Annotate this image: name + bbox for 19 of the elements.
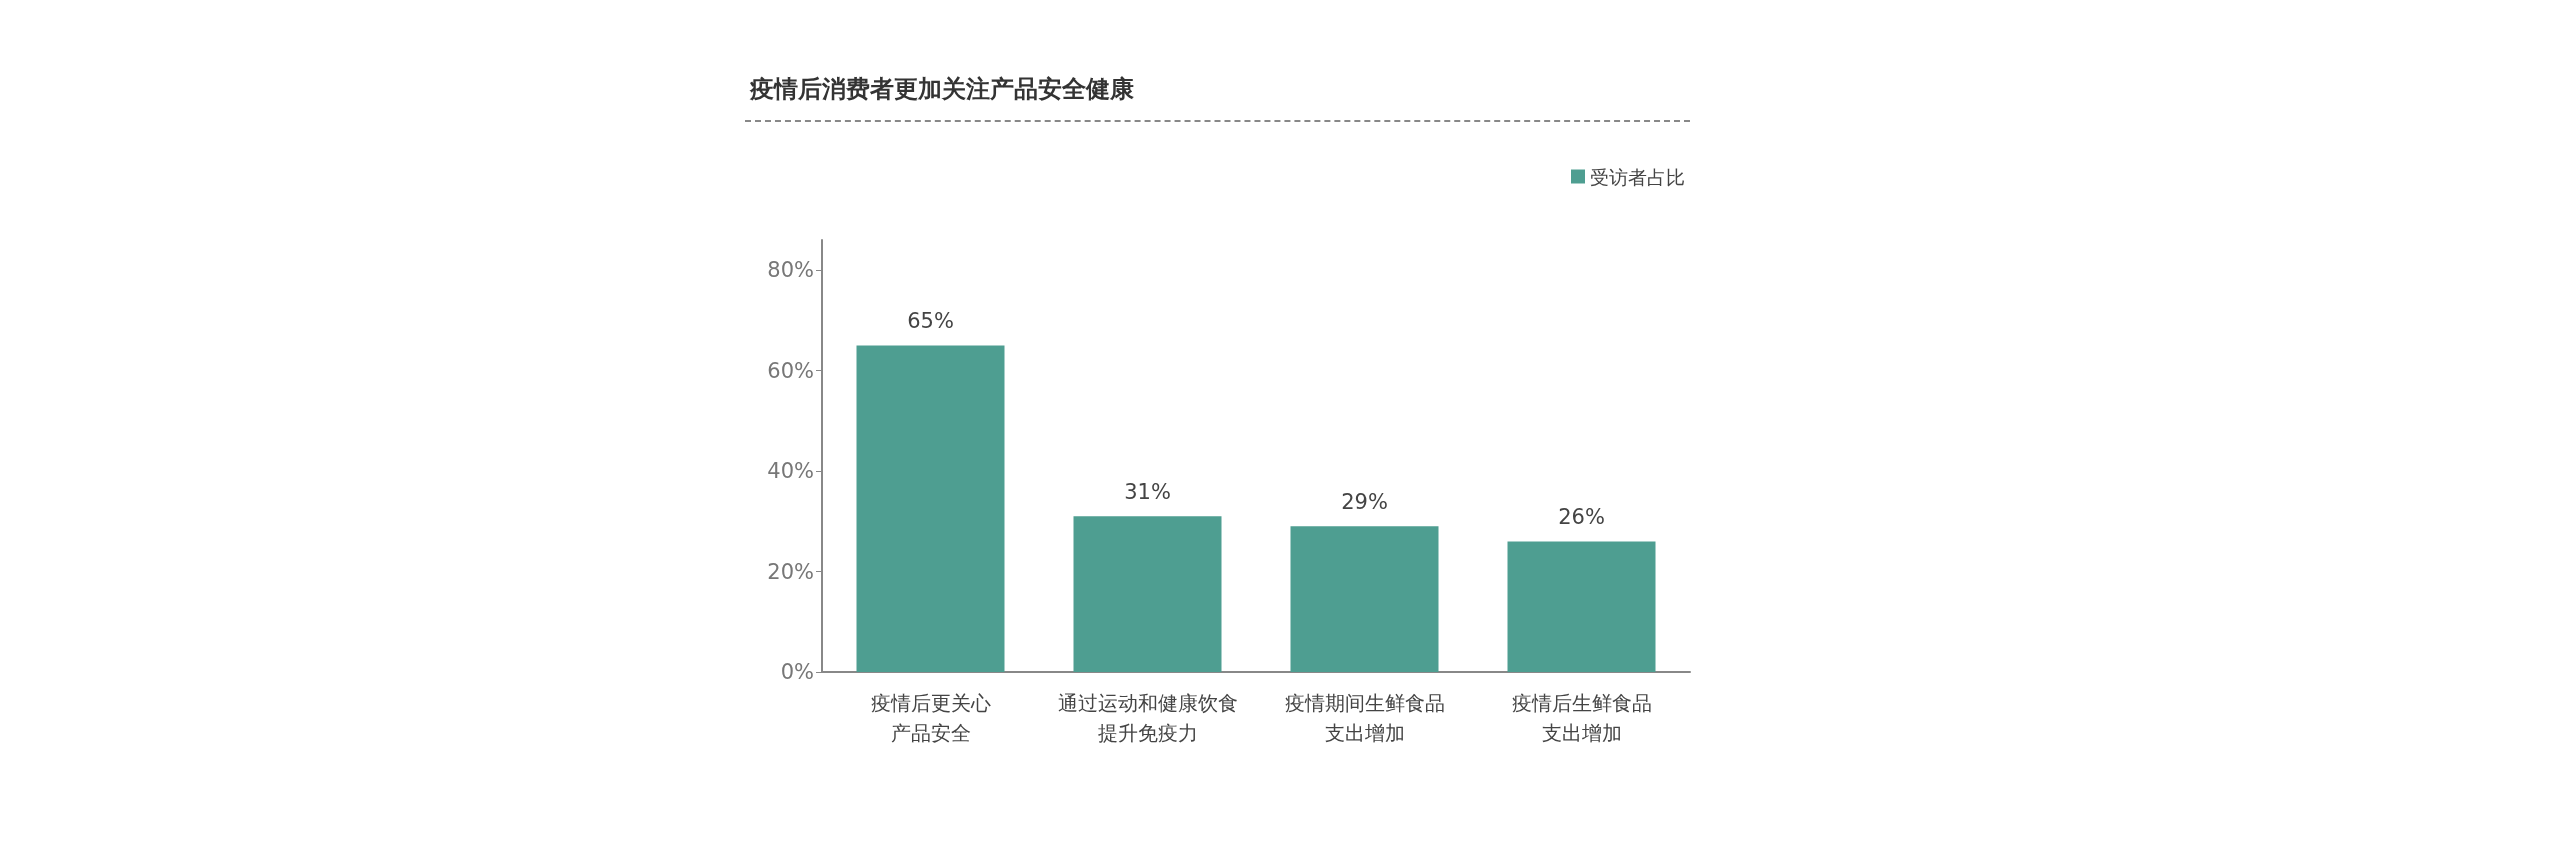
data-label: 31% (1124, 479, 1171, 504)
y-tick-label: 0% (780, 660, 814, 684)
data-label: 65% (907, 308, 954, 333)
x-tick-label: 疫情后更关心产品安全 (870, 691, 991, 745)
chart-title: 疫情后消费者更加关注产品安全健康 (749, 75, 1134, 103)
bar (1507, 541, 1656, 672)
x-tick-label: 通过运动和健康饮食提升免疫力 (1057, 691, 1238, 745)
y-tick-label: 80% (767, 258, 814, 283)
x-tick-label: 疫情期间生鲜食品支出增加 (1284, 691, 1445, 745)
y-tick-label: 40% (767, 459, 814, 484)
bar (856, 345, 1005, 672)
y-tick-label: 60% (767, 358, 814, 383)
data-label: 26% (1558, 504, 1605, 529)
data-label: 29% (1341, 489, 1388, 514)
legend-label: 受访者占比 (1590, 165, 1685, 188)
bar (1073, 516, 1222, 672)
bar (1290, 526, 1439, 672)
y-tick-label: 20% (767, 559, 814, 584)
x-tick-label: 疫情后生鲜食品支出增加 (1511, 691, 1652, 745)
